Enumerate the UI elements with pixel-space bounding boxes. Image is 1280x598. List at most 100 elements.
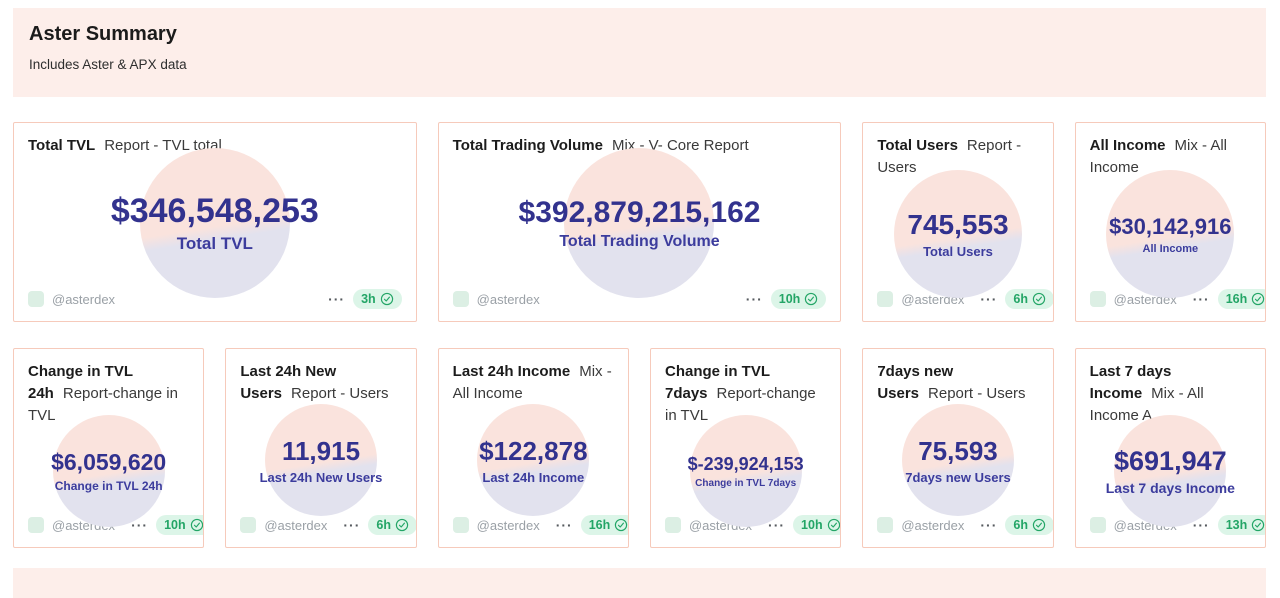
badge-time: 10h [778, 292, 801, 306]
account-handle[interactable]: @asterdex [476, 291, 540, 307]
status-badge[interactable]: 16h [1217, 289, 1265, 309]
account-handle[interactable]: @asterdex [476, 517, 540, 533]
badge-time: 6h [376, 518, 391, 532]
more-menu-icon[interactable]: ··· [980, 291, 998, 307]
card-header: Last 24h Income Mix - All Income [453, 361, 614, 405]
more-menu-icon[interactable]: ··· [768, 517, 786, 533]
card-footer: @asterdex ··· 16h [452, 515, 628, 535]
badge-time: 10h [801, 518, 823, 532]
card-subtitle: Report - Users [291, 385, 389, 402]
card-body: $30,142,916 All Income [1090, 170, 1251, 298]
card-title: Total Users [877, 137, 958, 154]
account-avatar [877, 517, 894, 533]
card-title: Last 7 days Income [1089, 363, 1172, 402]
card-footer: @asterdex ··· 6h [877, 515, 1053, 535]
check-circle-icon [1251, 518, 1265, 532]
decorative-circle [264, 404, 377, 516]
more-menu-icon[interactable]: ··· [1192, 291, 1210, 307]
metric-caption: Change in TVL 24h [54, 479, 163, 493]
decorative-circle [1114, 415, 1227, 527]
more-menu-icon[interactable]: ··· [328, 291, 346, 307]
card-subtitle: Report-change in TVL [664, 385, 816, 424]
status-badge[interactable]: 6h [1005, 289, 1053, 309]
status-badge[interactable]: 10h [770, 289, 827, 309]
account-avatar [452, 291, 469, 307]
card-total-users: Total Users Report - Users 745,553 Total … [862, 122, 1054, 322]
metric-caption: Last 24h New Users [259, 469, 383, 485]
more-menu-icon[interactable]: ··· [131, 517, 149, 533]
metric-caption: Last 7 days Income [1105, 480, 1235, 496]
decorative-circle [564, 148, 715, 298]
card-subtitle: Mix - All Income A [1089, 385, 1204, 424]
card-title: Change in TVL 7days [664, 363, 770, 402]
account-avatar [452, 517, 469, 533]
card-header: Last 24h New Users Report - Users [240, 361, 401, 405]
decorative-circle [52, 415, 165, 527]
more-menu-icon[interactable]: ··· [745, 291, 763, 307]
account-avatar [28, 517, 44, 533]
card-title: Last 24h New Users [240, 363, 337, 402]
account-handle[interactable]: @asterdex [52, 291, 116, 307]
account-avatar [1089, 517, 1106, 533]
page-title: Aster Summary [29, 23, 177, 45]
card-title: Change in TVL 24h [28, 363, 133, 402]
card-header: Total TVL Report - TVL total [28, 135, 402, 157]
check-circle-icon [395, 518, 409, 532]
card-body: $346,548,253 Total TVL [28, 148, 402, 298]
card-body: 745,553 Total Users [877, 170, 1038, 298]
card-body: 75,593 7days new Users [877, 404, 1038, 516]
card-header: All Income Mix - All Income [1090, 135, 1251, 179]
status-badge[interactable]: 10h [156, 515, 204, 535]
check-circle-icon [804, 292, 818, 306]
card-body: $392,879,215,162 Total Trading Volume [453, 148, 827, 298]
metric-value: $-239,924,153 [687, 453, 804, 474]
status-badge[interactable]: 3h [353, 289, 402, 309]
card-subtitle: Report-change in TVL [28, 385, 178, 424]
badge-time: 13h [1225, 518, 1248, 532]
card-footer: @asterdex ··· 10h [664, 515, 841, 535]
card-title: Total Trading Volume [452, 137, 603, 154]
check-circle-icon [1032, 518, 1046, 532]
card-header: 7days new Users Report - Users [877, 361, 1038, 405]
metric-caption: Total TVL [176, 234, 253, 253]
status-badge[interactable]: 6h [368, 515, 416, 535]
account-avatar [28, 291, 44, 307]
badge-time: 16h [588, 518, 611, 532]
badge-time: 10h [164, 518, 186, 532]
metric-caption: All Income [1142, 242, 1199, 255]
decorative-circle [689, 415, 802, 527]
check-circle-icon [190, 518, 204, 532]
next-section-banner [13, 568, 1266, 598]
more-menu-icon[interactable]: ··· [555, 517, 573, 533]
card-body: $-239,924,153 Change in TVL 7days [665, 415, 826, 527]
status-badge[interactable]: 6h [1005, 515, 1053, 535]
card-last-24h-income: Last 24h Income Mix - All Income $122,878… [437, 348, 629, 548]
metric-caption: Total Users [923, 244, 993, 259]
check-circle-icon [1251, 292, 1265, 306]
card-body: 11,915 Last 24h New Users [240, 404, 401, 516]
account-handle[interactable]: @asterdex [264, 517, 328, 533]
decorative-circle [901, 404, 1014, 516]
card-footer: @asterdex ··· 6h [240, 515, 416, 535]
decorative-circle [1106, 170, 1235, 298]
card-title: All Income [1089, 137, 1166, 154]
more-menu-icon[interactable]: ··· [343, 517, 361, 533]
metric-caption: Last 24h Income [482, 469, 585, 485]
badge-time: 3h [361, 292, 376, 306]
more-menu-icon[interactable]: ··· [980, 517, 998, 533]
card-body: $691,947 Last 7 days Income [1090, 415, 1251, 527]
decorative-circle [139, 148, 290, 298]
more-menu-icon[interactable]: ··· [1192, 517, 1210, 533]
card-subtitle: Mix - All Income [1089, 137, 1228, 176]
check-circle-icon [827, 518, 841, 532]
card-subtitle: Report - Users [928, 385, 1026, 402]
metric-card-grid: Total TVL Report - TVL total $346,548,253… [13, 122, 1266, 548]
status-badge[interactable]: 16h [580, 515, 628, 535]
metric-value: $691,947 [1114, 446, 1227, 476]
card-all-income: All Income Mix - All Income $30,142,916 A… [1074, 122, 1266, 322]
status-badge[interactable]: 13h [1217, 515, 1265, 535]
account-handle[interactable]: @asterdex [901, 517, 965, 533]
status-badge[interactable]: 10h [793, 515, 841, 535]
card-7days-new-users: 7days new Users Report - Users 75,593 7da… [862, 348, 1054, 548]
card-change-in-tvl-7days: Change in TVL 7days Report-change in TVL … [649, 348, 842, 548]
